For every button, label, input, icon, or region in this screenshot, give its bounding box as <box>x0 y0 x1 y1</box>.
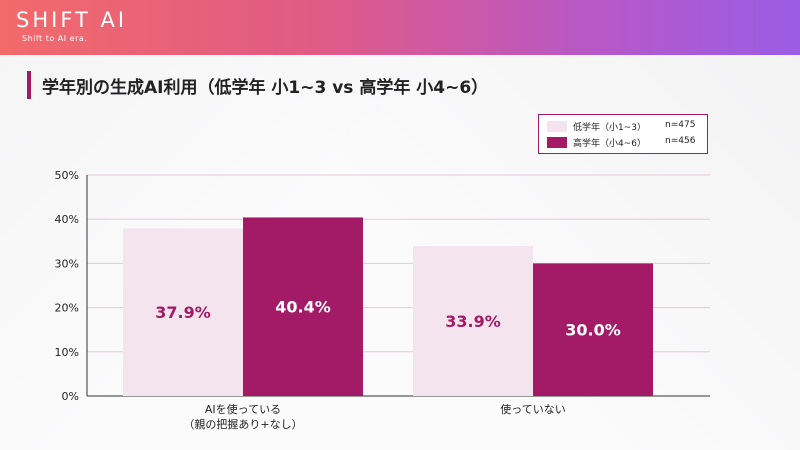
y-tick-label: 40% <box>55 213 79 226</box>
data-label: 40.4% <box>275 298 331 317</box>
brand-tagline: Shift to AI era. <box>22 34 88 43</box>
bar <box>533 263 653 396</box>
y-tick-label: 30% <box>55 257 79 270</box>
x-category-label: （親の把握あり+なし） <box>183 417 302 431</box>
legend-label-upper: 高学年（小4~6） <box>573 139 646 149</box>
data-label: 37.9% <box>155 303 211 322</box>
x-category-label: 使っていない <box>500 403 565 416</box>
legend-n-lower: n=475 <box>665 120 696 130</box>
header-banner: SHIFT AI Shift to AI era. <box>0 0 800 55</box>
y-tick-label: 0% <box>62 390 79 403</box>
bar <box>123 228 243 396</box>
y-tick-label: 10% <box>55 346 79 359</box>
legend-n-upper: n=456 <box>665 136 696 146</box>
brand-logo: SHIFT AI <box>16 8 128 32</box>
y-tick-label: 50% <box>55 169 79 182</box>
bar <box>243 217 363 396</box>
x-category-label: AIを使っている <box>205 403 281 416</box>
legend-swatch-lower <box>547 121 567 132</box>
bar <box>413 246 533 396</box>
data-label: 33.9% <box>445 312 501 331</box>
chart-legend: 低学年（小1~3） n=475 高学年（小4~6） n=456 <box>538 114 708 154</box>
y-tick-label: 20% <box>55 302 79 315</box>
data-label: 30.0% <box>565 321 621 340</box>
legend-swatch-upper <box>547 137 567 148</box>
legend-label-lower: 低学年（小1~3） <box>573 123 646 133</box>
title-accent-bar <box>27 71 31 99</box>
chart-title: 学年別の生成AI利用（低学年 小1~3 vs 高学年 小4~6） <box>42 78 489 98</box>
